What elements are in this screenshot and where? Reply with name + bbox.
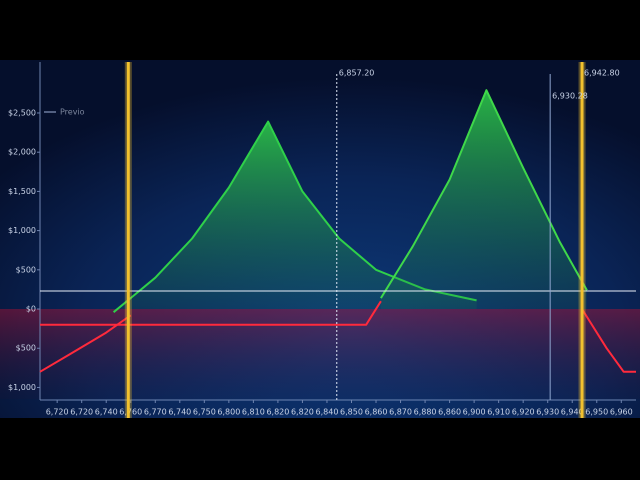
x-tick-label: 6,900 (463, 408, 486, 417)
x-tick-label: 6,800 (217, 408, 240, 417)
x-tick-label: 6,940 (561, 408, 584, 417)
y-tick-label: $2,500 (8, 108, 36, 117)
y-tick-label: $2,000 (8, 148, 36, 157)
x-tick-label: 6,720 (70, 408, 93, 417)
x-tick-label: 6,950 (585, 408, 608, 417)
x-tick-label: 6,860 (365, 408, 388, 417)
payoff-line (581, 308, 636, 373)
payoff-area (113, 121, 477, 313)
y-tick-label: $1,500 (8, 187, 36, 196)
x-tick-label: 6,760 (119, 408, 142, 417)
x-tick-label: 6,880 (414, 408, 437, 417)
marker-label: 6,930.28 (552, 92, 588, 101)
x-tick-label: 6,740 (168, 408, 191, 417)
x-tick-label: 6,820 (291, 408, 314, 417)
x-tick-label: 6,860 (438, 408, 461, 417)
x-tick-label: 6,910 (487, 408, 510, 417)
legend-text: Previo (60, 108, 85, 117)
x-tick-label: 6,840 (316, 408, 339, 417)
payoff-line (40, 300, 382, 326)
marker-label: 6,857.20 (339, 69, 375, 78)
x-tick-label: 6,850 (340, 408, 363, 417)
payoff-line (380, 89, 588, 299)
x-tick-label: 6,720 (46, 408, 69, 417)
x-tick-label: 6,740 (95, 408, 118, 417)
loss-zone (0, 309, 640, 399)
x-tick-label: 6,750 (193, 408, 216, 417)
y-tick-label: $1,000 (8, 383, 36, 392)
marker-label: 6,942.80 (584, 69, 620, 78)
x-tick-label: 6,930 (536, 408, 559, 417)
x-tick-label: 6,960 (610, 408, 633, 417)
y-tick-label: $500 (16, 344, 36, 353)
payoff-area (380, 90, 587, 310)
y-tick-label: $1,000 (8, 226, 36, 235)
x-tick-label: 6,810 (242, 408, 265, 417)
x-tick-label: 6,870 (389, 408, 412, 417)
x-tick-label: 6,920 (512, 408, 535, 417)
y-tick-label: $0 (26, 305, 36, 314)
x-tick-label: 6,820 (266, 408, 289, 417)
y-tick-label: $500 (16, 265, 36, 274)
x-tick-label: 6,770 (144, 408, 167, 417)
